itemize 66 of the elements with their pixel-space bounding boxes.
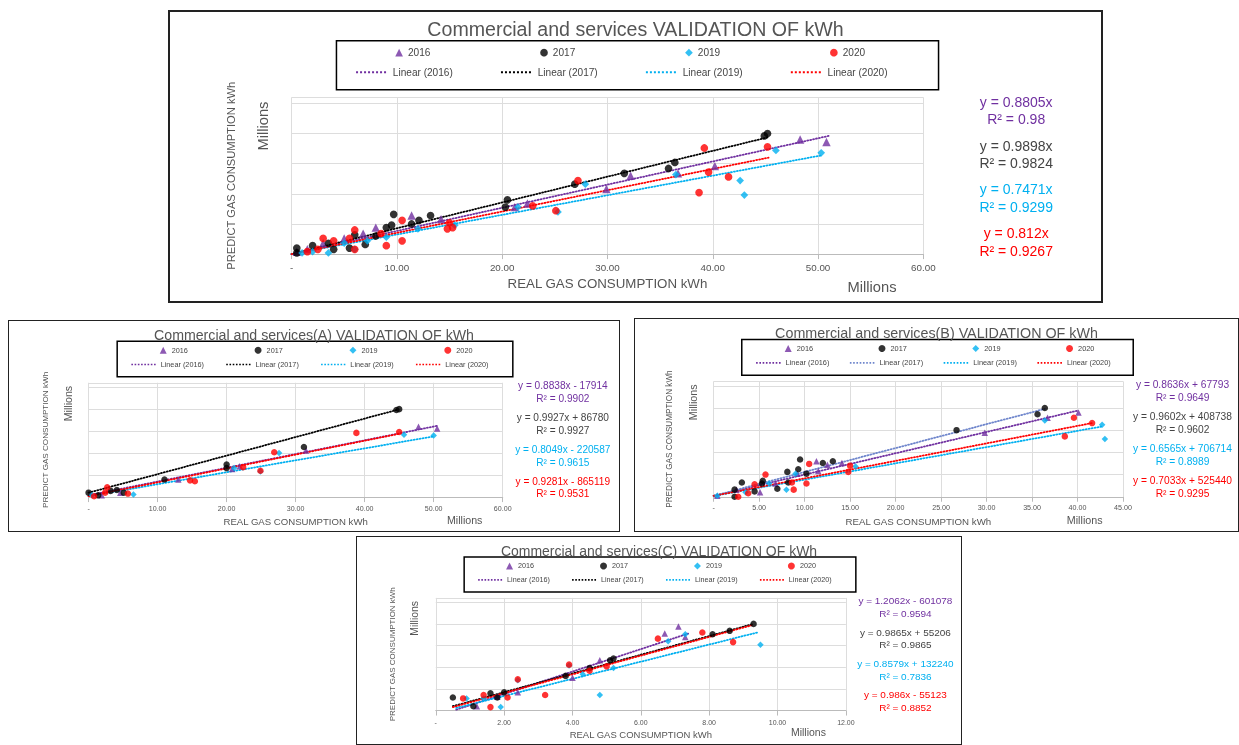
text: R² = 0.8989 — [1155, 455, 1210, 467]
text: Millions — [61, 385, 74, 422]
text: Millions — [254, 101, 271, 151]
text: y = 0.8636x + 67793 — [1135, 378, 1230, 390]
text: R² = 0.9594 — [879, 607, 933, 619]
text: y = 0.9927x + 86780 — [516, 412, 610, 424]
text: y = 0.6565x + 706714 — [1133, 443, 1233, 454]
x-tick-label: 40.00 — [700, 261, 726, 273]
text: Millions — [790, 727, 826, 739]
text: Millions — [847, 278, 897, 295]
text: y = 0.9865x + 55206 — [859, 626, 952, 638]
legend-label: Linear (2020) — [827, 66, 888, 78]
text: R² = 0.9267 — [979, 242, 1054, 259]
legend-label: 2017 — [552, 47, 576, 59]
x-tick-label: 50.00 — [805, 261, 831, 273]
x-tick-label: 10.00 — [384, 261, 410, 273]
y-axis-title: PREDICT GAS CONSUMPTION kWh — [225, 81, 238, 270]
x-tick-label: - — [289, 261, 294, 273]
text: y = 0.7033x + 525440 — [1133, 475, 1233, 487]
y-axis-title: PREDICT GAS CONSUMPTION kWh — [665, 369, 675, 508]
text: R² = 0.9531 — [536, 488, 590, 500]
legend-label: Linear (2017) — [537, 66, 598, 78]
x-axis-title: REAL GAS CONSUMPTION kWh — [507, 276, 708, 292]
x-axis-title: REAL GAS CONSUMPTION kWh — [223, 516, 368, 528]
chart-title: Commercial and services(C) VALIDATION OF kWh — [500, 543, 818, 559]
y-axis-title: PREDICT GAS CONSUMPTION kWh — [40, 371, 50, 508]
text: y = 0.8805x — [979, 93, 1053, 110]
text: y = 0.8579x + 132240 — [857, 658, 955, 670]
text: y = 0.9602x + 408738 — [1133, 410, 1233, 422]
text: R² = 0.9615 — [536, 456, 590, 468]
text: Millions — [409, 600, 421, 636]
text: R² = 0.9824 — [979, 155, 1054, 172]
x-tick-label: 30.00 — [595, 261, 621, 273]
legend-label: 2020 — [842, 47, 866, 59]
text: R² = 0.98 — [987, 111, 1046, 128]
text: Millions — [686, 384, 699, 421]
text: R² = 0.9865 — [879, 639, 933, 651]
text: y = 0.8049x - 220587 — [515, 443, 611, 455]
chart-title: Commercial and services VALIDATION OF kWh — [427, 18, 844, 40]
text: y = 0.812x — [983, 225, 1049, 242]
legend-label: 2019 — [697, 47, 721, 59]
x-tick-label: 60.00 — [911, 261, 937, 273]
text: R² = 0.9902 — [536, 392, 590, 404]
text: R² = 0.9299 — [979, 198, 1054, 215]
legend-label: Linear (2016) — [392, 66, 453, 78]
text: R² = 0.9927 — [536, 424, 590, 436]
text: y = 0.9898x — [979, 137, 1053, 154]
text: R² = 0.9602 — [1155, 423, 1210, 435]
text: Millions — [447, 513, 483, 526]
chart-title: Commercial and services(A) VALIDATION OF kWh — [154, 327, 474, 343]
text: y = 0.8838x - 17914 — [518, 380, 609, 392]
text: y = 0.7471x — [979, 181, 1053, 198]
text: Millions — [1066, 513, 1103, 526]
legend-label: Linear (2019) — [682, 66, 743, 78]
x-tick-label: 20.00 — [489, 261, 515, 273]
text: R² = 0.8852 — [879, 701, 933, 713]
text: y = 0.9281x - 865119 — [515, 475, 611, 487]
legend-label: 2016 — [407, 47, 431, 59]
text: R² = 0.9649 — [1155, 391, 1210, 403]
text: R² = 0.7836 — [879, 670, 933, 682]
text: R² = 0.9295 — [1155, 487, 1210, 499]
text: y = 1.2062x - 601078 — [858, 595, 953, 607]
chart-title: Commercial and services(B) VALIDATION OF kWh — [775, 325, 1098, 341]
x-axis-title: REAL GAS CONSUMPTION kWh — [569, 729, 712, 741]
x-axis-title: REAL GAS CONSUMPTION kWh — [845, 516, 992, 528]
text: y = 0.986x - 55123 — [864, 689, 948, 701]
